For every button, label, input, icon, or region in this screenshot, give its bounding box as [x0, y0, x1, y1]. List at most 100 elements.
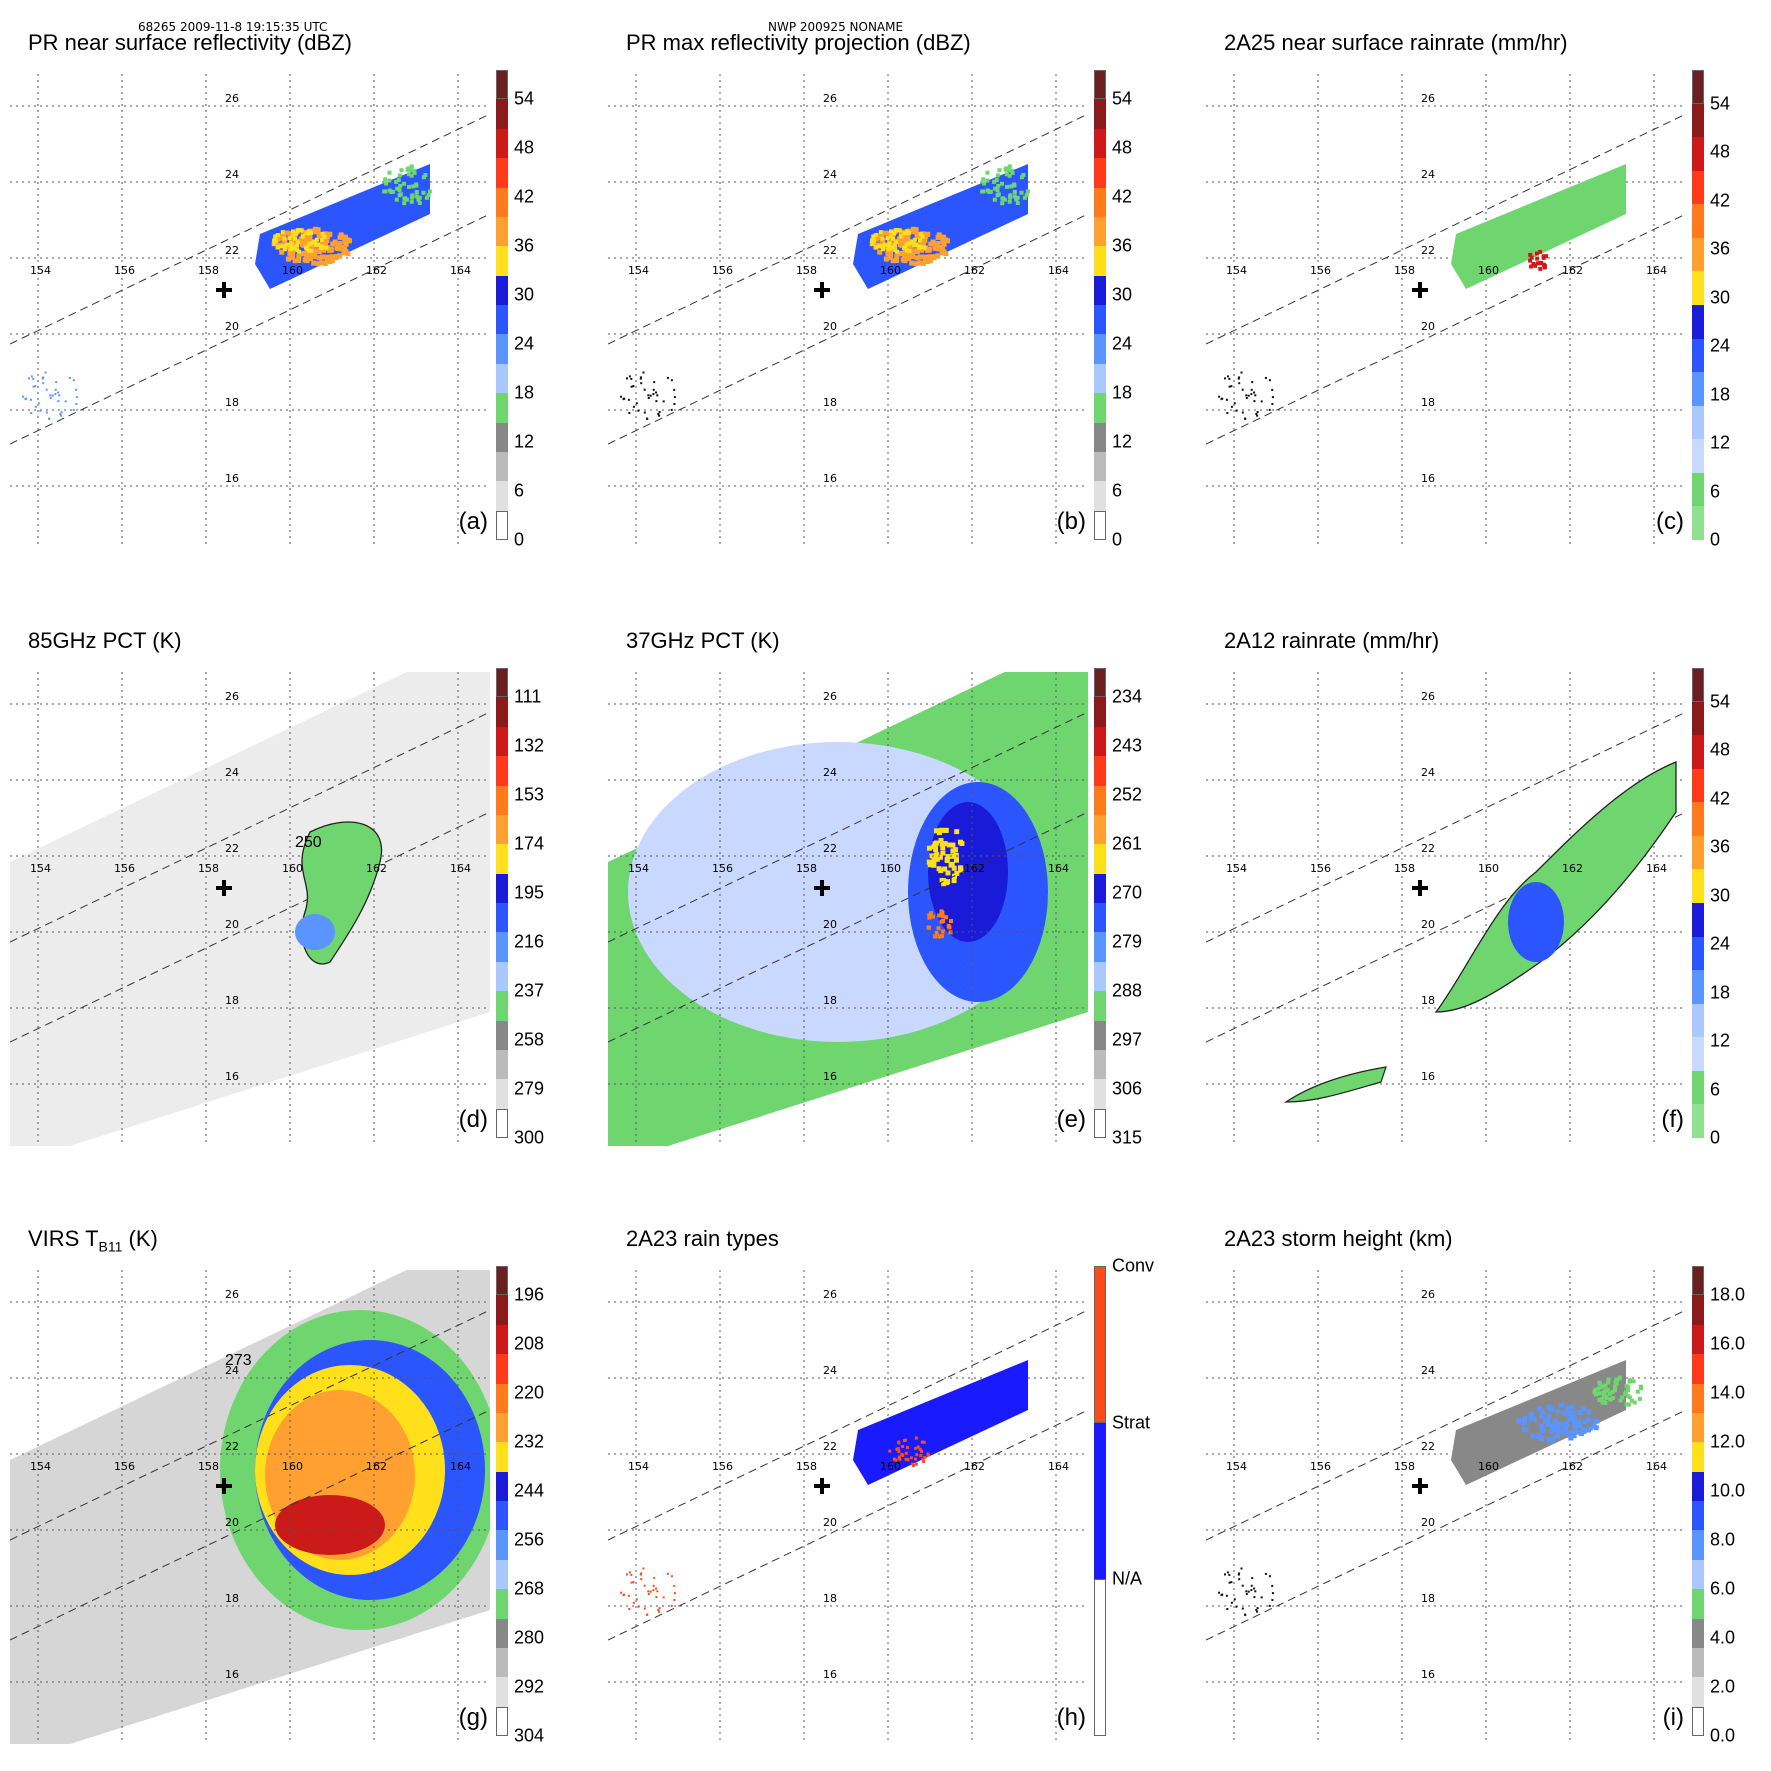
colorbar-tick: 300 — [514, 1127, 545, 1148]
colorbar-tick: 256 — [514, 1529, 545, 1550]
colorbar-segment — [496, 932, 508, 962]
colorbar-segment — [496, 785, 508, 815]
panel-label: (i) — [1662, 1704, 1684, 1731]
colorbar-tick: 6 — [514, 480, 525, 501]
panel-title: 2A23 rain types — [626, 1226, 779, 1251]
colorbar-segment — [496, 1471, 508, 1501]
colorbar-segment — [1692, 1442, 1704, 1472]
lon-label: 164 — [1646, 1460, 1667, 1473]
lat-label: 24 — [225, 168, 239, 181]
lon-label: 154 — [30, 1460, 51, 1473]
colorbar-segment — [496, 814, 508, 845]
storm-center-marker — [814, 1478, 830, 1494]
colorbar-tick: 48 — [1710, 739, 1731, 760]
colorbar-segment — [1094, 246, 1106, 276]
panel-c: 2A25 near surface rainrate (mm/hr) 154 156… — [1196, 30, 1730, 550]
map-area: 154 156 158 160 162 164 26 24 22 20 18 16 — [608, 672, 1088, 1146]
lon-label: 162 — [964, 862, 985, 875]
colorbar-tick: 6 — [1710, 481, 1721, 501]
header-orbit-info: 68265 2009-11-8 19:15:35 UTC — [138, 20, 328, 34]
contour-label: 273 — [225, 1352, 252, 1369]
colorbar-segment — [1692, 1412, 1704, 1443]
colorbar-segment — [496, 1295, 508, 1325]
lon-label: 154 — [30, 862, 51, 875]
colorbar-segment — [496, 1589, 508, 1619]
colorbar-segment — [1692, 1501, 1704, 1531]
lat-label: 18 — [1421, 396, 1435, 409]
colorbar-tick: 232 — [514, 1431, 545, 1452]
lat-label: 24 — [1421, 766, 1435, 779]
colorbar-tick: 18 — [1710, 982, 1731, 1003]
axis-labels: 154 156 158 160 162 164 26 24 22 20 18 16 — [628, 92, 1069, 485]
lat-label: 26 — [1421, 92, 1435, 105]
colorbar-tick: 36 — [1112, 235, 1133, 256]
colorbar: Conv Strat N/A — [1094, 1256, 1154, 1736]
colorbar-segment — [496, 1412, 508, 1443]
colorbar-segment — [1692, 970, 1704, 1004]
lon-label: 160 — [880, 1460, 901, 1473]
panel-label: (e) — [1056, 1106, 1086, 1133]
colorbar-tick: 42 — [514, 186, 535, 207]
colorbar-segment — [496, 668, 508, 698]
colorbar: 54 48 42 36 30 24 18 12 6 0 — [1692, 70, 1730, 550]
pct37-hot-cells — [926, 909, 953, 939]
colorbar-tick: 18 — [1112, 382, 1133, 403]
colorbar-segment — [1094, 1079, 1106, 1109]
lat-label: 24 — [1421, 168, 1435, 181]
lat-label: 16 — [1421, 472, 1435, 485]
colorbar-tick: 48 — [1112, 137, 1133, 158]
lat-label: 24 — [823, 766, 837, 779]
colorbar-tick: 111 — [514, 686, 542, 707]
pct85-core — [295, 914, 335, 950]
colorbar-tick: 0 — [1112, 529, 1123, 550]
lon-label: 164 — [1646, 862, 1667, 875]
colorbar-segment — [1094, 216, 1106, 247]
colorbar-segment — [1692, 237, 1704, 272]
colorbar-tick: 12 — [1710, 1030, 1731, 1051]
colorbar-tick: 304 — [514, 1725, 545, 1746]
colorbar-tick: 36 — [514, 235, 535, 256]
lat-label: 20 — [225, 320, 239, 333]
contour-label: 250 — [295, 834, 322, 851]
lon-label: 156 — [1310, 862, 1331, 875]
colorbar-tick: 0 — [1710, 1127, 1721, 1148]
lon-label: 162 — [366, 862, 387, 875]
colorbar-segment — [1692, 768, 1704, 803]
lon-label: 158 — [1394, 264, 1415, 277]
colorbar-segment — [1094, 481, 1106, 511]
lat-label: 22 — [1421, 244, 1435, 257]
panel-label: (d) — [458, 1106, 488, 1133]
lon-label: 162 — [366, 264, 387, 277]
precip-field — [1451, 164, 1626, 289]
colorbar-segment — [1094, 1049, 1106, 1080]
colorbar-tick: 36 — [1710, 238, 1731, 259]
virs-red-area — [275, 1495, 385, 1555]
lon-label: 156 — [712, 1460, 733, 1473]
colorbar-segment — [1094, 1108, 1106, 1138]
colorbar-segment — [1692, 137, 1704, 171]
colorbar-tick: 258 — [514, 1029, 545, 1050]
colorbar-tick: 18 — [514, 382, 535, 403]
lat-label: 22 — [225, 842, 239, 855]
lon-label: 164 — [1646, 264, 1667, 277]
lat-label: 26 — [225, 92, 239, 105]
lon-label: 164 — [1048, 264, 1069, 277]
colorbar-tick: 4.0 — [1710, 1627, 1736, 1648]
colorbar-tick: 18.0 — [1710, 1284, 1746, 1305]
colorbar-segment — [1692, 835, 1704, 870]
heavy-cells — [1528, 249, 1549, 271]
colorbar-tick: 6 — [1112, 480, 1123, 501]
colorbar-tick: 2.0 — [1710, 1676, 1736, 1697]
colorbar-tick: 8.0 — [1710, 1529, 1736, 1550]
colorbar-segment — [496, 216, 508, 247]
colorbar-segment — [1094, 668, 1106, 698]
lat-label: 24 — [225, 1364, 239, 1377]
colorbar-segment — [1094, 1020, 1106, 1050]
colorbar-segment — [1094, 305, 1106, 335]
lat-lon-grid — [1206, 1270, 1686, 1744]
colorbar-segment — [1692, 1589, 1704, 1619]
colorbar-segment — [1692, 735, 1704, 769]
lon-label: 160 — [282, 1460, 303, 1473]
colorbar-segment — [1094, 187, 1106, 217]
rain-core — [1508, 882, 1564, 962]
